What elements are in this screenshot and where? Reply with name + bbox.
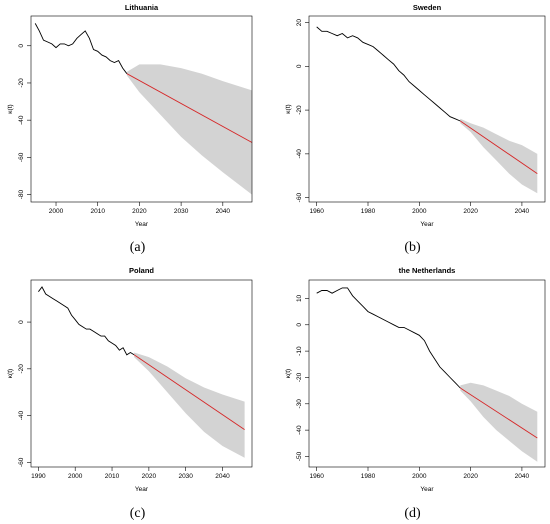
- y-axis-label: κ(t): [285, 104, 292, 113]
- chart-panel-poland: 1990 2000 2010 2020 2030 2040 0 -20 -40 -60 Poland…: [0, 262, 275, 524]
- panel-caption: (d): [404, 506, 421, 521]
- x-tick-label: 2000: [49, 208, 64, 215]
- x-tick-label: 1990: [31, 473, 46, 480]
- y-tick-label: 0: [18, 320, 25, 324]
- chart-title: Poland: [129, 266, 154, 275]
- y-tick-label: 0: [296, 323, 303, 327]
- plot-frame: [30, 15, 253, 203]
- y-axis-label: κ(t): [7, 369, 14, 378]
- y-tick-label: -10: [296, 346, 303, 356]
- historical-line: [316, 26, 461, 122]
- x-tick-label: 2030: [174, 208, 189, 215]
- y-tick-label: -20: [296, 105, 303, 115]
- x-tick-label: 2020: [463, 208, 478, 215]
- prediction-interval-band: [134, 352, 245, 458]
- y-tick-label: -60: [18, 152, 25, 162]
- forecast-line: [126, 73, 253, 143]
- chart-svg: 1990 2000 2010 2020 2030 2040 0 -20 -40 -60 Poland…: [7, 266, 253, 493]
- y-tick-label: -40: [296, 425, 303, 435]
- chart-svg: 2000 2010 2020 2030 2040 0 -20 -40 -60 -80 Lithuan…: [7, 3, 253, 228]
- panel-caption: (a): [129, 240, 146, 255]
- x-tick-label: 2040: [215, 473, 230, 480]
- chart-svg: 1960 1980 2000 2020 2040 10 0 -10 -20 -30 -40 -50 th…: [285, 266, 546, 493]
- x-tick-label: 2020: [463, 473, 478, 480]
- plot-frame: [30, 279, 253, 468]
- x-axis-label: Year: [135, 486, 149, 493]
- x-tick-label: 2010: [105, 473, 120, 480]
- y-axis-label: κ(t): [7, 104, 14, 113]
- x-tick-label: 2000: [412, 208, 427, 215]
- panel-caption: (b): [404, 240, 421, 255]
- y-tick-label: -40: [296, 149, 303, 159]
- forecast-line: [133, 354, 245, 430]
- x-tick-label: 2020: [142, 473, 157, 480]
- y-tick-label: -80: [18, 189, 25, 199]
- historical-line: [38, 286, 135, 356]
- x-tick-label: 1980: [361, 473, 376, 480]
- x-tick-label: 2020: [132, 208, 147, 215]
- chart-panel-lithuania: 2000 2010 2020 2030 2040 0 -20 -40 -60 -80 Lithuan…: [0, 0, 275, 262]
- chart-title: the Netherlands: [399, 266, 456, 275]
- x-tick-label: 2040: [515, 473, 530, 480]
- y-tick-label: -40: [18, 115, 25, 125]
- y-tick-label: -20: [296, 372, 303, 382]
- chart-panel-sweden: 1960 1980 2000 2020 2040 20 0 -20 -40 -60 Sweden Ye…: [275, 0, 550, 262]
- historical-line: [34, 23, 128, 74]
- x-tick-label: 2000: [412, 473, 427, 480]
- forecast-line: [460, 387, 538, 439]
- panel-caption: (c): [129, 506, 146, 521]
- y-tick-label: -20: [18, 364, 25, 374]
- x-tick-label: 1960: [309, 473, 324, 480]
- y-tick-label: 10: [296, 294, 303, 302]
- y-tick-label: -20: [18, 78, 25, 88]
- x-tick-label: 2040: [515, 208, 530, 215]
- y-tick-label: 0: [18, 44, 25, 48]
- chart-panel-netherlands: 1960 1980 2000 2020 2040 10 0 -10 -20 -30 -40 -50 th…: [275, 262, 550, 524]
- x-tick-label: 2030: [178, 473, 193, 480]
- x-tick-label: 1960: [309, 208, 324, 215]
- chart-svg: 1960 1980 2000 2020 2040 20 0 -20 -40 -60 Sweden Ye…: [285, 3, 546, 228]
- chart-title: Lithuania: [125, 3, 159, 12]
- plot-frame: [308, 279, 546, 468]
- y-tick-label: 20: [296, 19, 303, 27]
- y-tick-label: -40: [18, 410, 25, 420]
- y-tick-label: -60: [18, 457, 25, 467]
- chart-title: Sweden: [413, 3, 442, 12]
- y-tick-label: 0: [296, 64, 303, 68]
- plot-frame: [308, 15, 546, 203]
- y-axis-label: κ(t): [285, 369, 292, 378]
- x-tick-label: 1980: [361, 208, 376, 215]
- y-tick-label: -30: [296, 399, 303, 409]
- x-axis-label: Year: [135, 221, 149, 228]
- forecast-line: [460, 120, 538, 174]
- prediction-interval-band: [460, 118, 538, 194]
- historical-line: [316, 287, 461, 389]
- x-tick-label: 2040: [216, 208, 231, 215]
- prediction-interval-band: [126, 64, 252, 195]
- x-tick-label: 2010: [90, 208, 105, 215]
- x-axis-label: Year: [420, 486, 434, 493]
- prediction-interval-band: [460, 382, 538, 462]
- y-tick-label: -50: [296, 451, 303, 461]
- x-tick-label: 2000: [68, 473, 83, 480]
- x-axis-label: Year: [420, 221, 434, 228]
- y-tick-label: -60: [296, 193, 303, 203]
